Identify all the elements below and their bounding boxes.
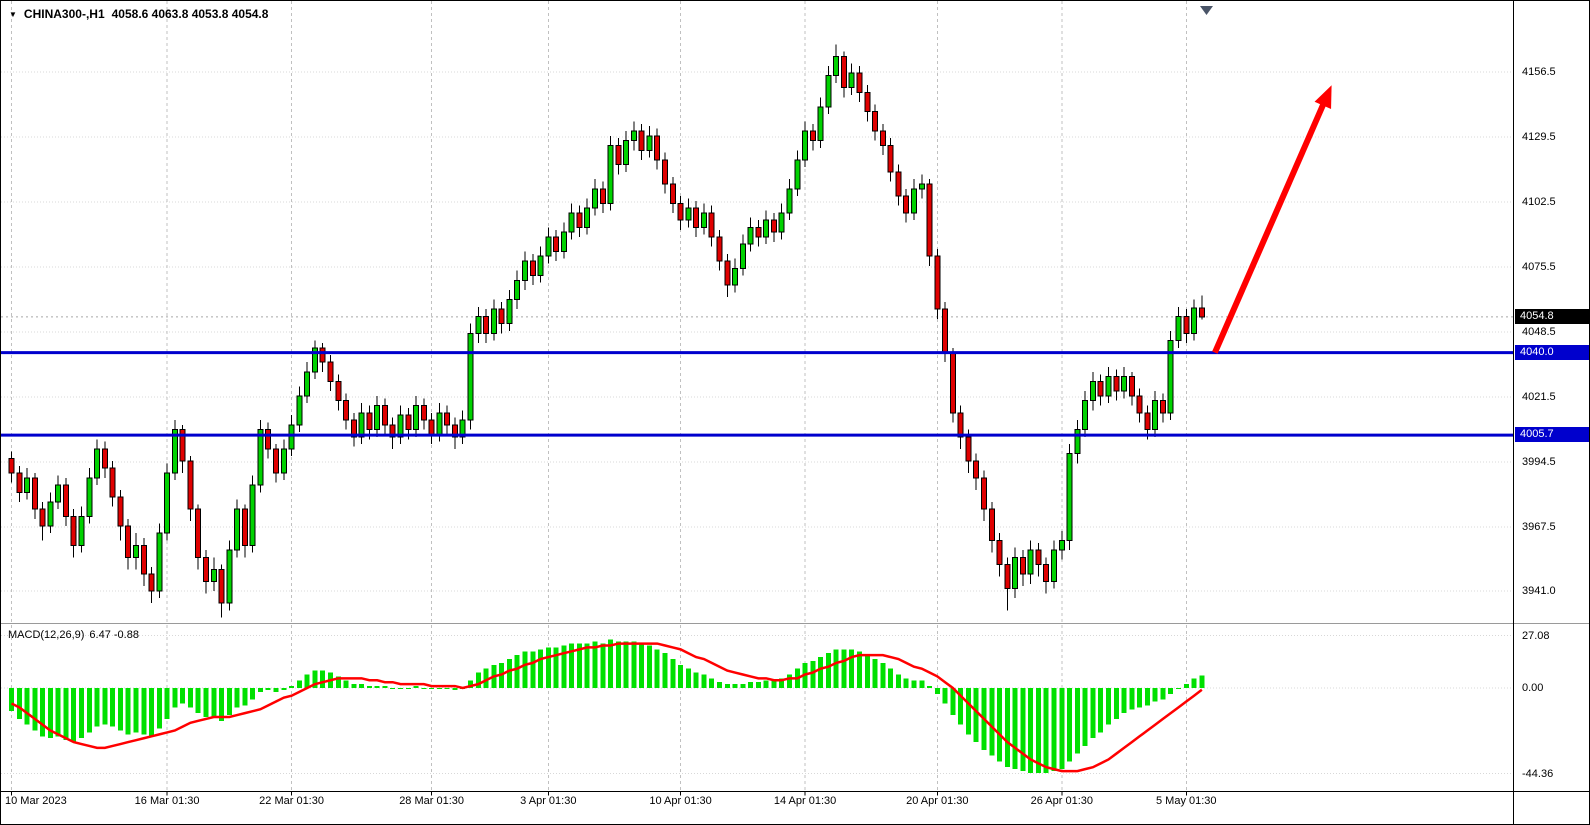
symbol-name: CHINA300-,H1 [23, 7, 105, 21]
symbol-header: ▼ CHINA300-,H1 4058.6 4063.8 4053.8 4054… [9, 7, 268, 21]
chart-shift-marker-icon[interactable] [1200, 6, 1213, 15]
symbol-ohlc-values: 4058.6 4063.8 4053.8 4054.8 [111, 7, 269, 21]
trend-arrow-head[interactable] [1314, 85, 1332, 110]
macd-indicator-header: MACD(12,26,9) 6.47 -0.88 [8, 629, 139, 641]
macd-indicator-values: 6.47 -0.88 [89, 629, 139, 641]
trend-arrow[interactable] [1212, 99, 1328, 354]
gridlines [1, 1, 1513, 796]
macd-histogram [9, 639, 1205, 774]
macd-signal-line [10, 642, 1203, 773]
symbol-dropdown-icon[interactable]: ▼ [9, 10, 17, 19]
candlesticks[interactable] [8, 44, 1205, 618]
macd-indicator-label: MACD(12,26,9) [8, 629, 85, 641]
